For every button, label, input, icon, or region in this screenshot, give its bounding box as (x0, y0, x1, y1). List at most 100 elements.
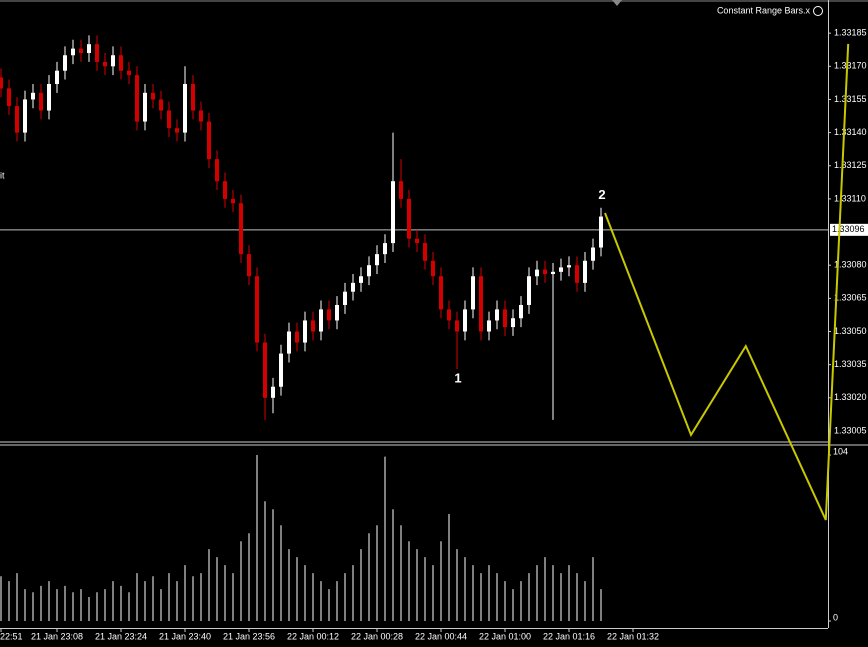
candle-body (15, 106, 19, 133)
candle-body (215, 159, 219, 182)
candle-body (223, 181, 227, 199)
candle-body (271, 386, 275, 398)
candle-body (319, 309, 323, 332)
x-tick-label: 22 Jan 00:44 (415, 631, 467, 641)
candle-body (535, 269, 539, 277)
x-tick-label: 21 Jan 23:08 (31, 631, 83, 641)
candle-body (519, 304, 523, 319)
candle-body (495, 309, 499, 321)
candle-body (415, 238, 419, 244)
candle-body (391, 181, 395, 244)
x-tick-label: 22 Jan 00:28 (351, 631, 403, 641)
candle-body (527, 276, 531, 305)
candle-body (199, 110, 203, 122)
candle-body (447, 309, 451, 321)
candle-body (599, 216, 603, 248)
candle-body (247, 254, 251, 277)
y-tick-label: 1.33035 (834, 359, 867, 369)
candle-body (591, 247, 595, 261)
candle-body (159, 99, 163, 111)
y-tick-label: 1.33140 (834, 127, 867, 137)
x-tick-label: 22 Jan 01:32 (607, 631, 659, 641)
candle-body (183, 83, 187, 133)
candle-body (63, 55, 67, 71)
candle-body (311, 320, 315, 332)
current-price-label: 1.33096 (832, 224, 865, 234)
wave-label: 2 (598, 187, 605, 202)
candle-body (287, 331, 291, 354)
candle-body (423, 243, 427, 261)
candle-body (327, 309, 331, 321)
candle-body (0, 77, 3, 89)
candle-body (47, 83, 51, 111)
candle-body (407, 198, 411, 239)
candle-body (31, 92, 35, 100)
candle-body (503, 309, 507, 328)
candle-body (551, 271, 555, 275)
candle-body (487, 320, 491, 332)
y-tick-label: 1.33125 (834, 160, 867, 170)
candle-body (119, 55, 123, 71)
y-tick-label: 1.33110 (834, 193, 866, 203)
candle-body (303, 320, 307, 343)
candle-body (167, 110, 171, 129)
candle-body (431, 260, 435, 277)
candle-body (207, 121, 211, 160)
candle-body (7, 88, 11, 107)
candle-body (39, 92, 43, 111)
wave-label: 1 (454, 371, 461, 386)
zigzag-line (604, 43, 850, 521)
x-tick-label: 21 Jan 23:56 (223, 631, 275, 641)
indicator-title: Constant Range Bars.x (717, 5, 811, 15)
candle-body (175, 128, 179, 133)
x-tick-label: 22:51 (0, 631, 23, 641)
side-text: it (0, 170, 5, 180)
x-tick-label: 22 Jan 00:12 (287, 631, 339, 641)
candle-body (343, 291, 347, 305)
candle-body (367, 265, 371, 277)
x-tick-label: 21 Jan 23:24 (95, 631, 147, 641)
candle-body (479, 276, 483, 332)
candle-body (71, 48, 75, 56)
x-tick-label: 22 Jan 01:00 (479, 631, 531, 641)
candle-body (87, 44, 91, 54)
x-tick-label: 21 Jan 23:40 (159, 631, 211, 641)
candle-body (127, 70, 131, 76)
candle-body (279, 353, 283, 387)
candle-body (359, 276, 363, 283)
shift-marker (612, 0, 622, 6)
candle-body (23, 99, 27, 133)
volume-tick-label: 0 (833, 612, 838, 622)
candle-body (351, 282, 355, 292)
candle-body (383, 243, 387, 255)
y-tick-label: 1.33020 (834, 392, 867, 402)
y-tick-label: 1.33170 (834, 61, 867, 71)
candle-body (543, 269, 547, 275)
y-tick-label: 1.33065 (834, 293, 867, 303)
volume-tick-label: 104 (833, 446, 848, 456)
candle-body (143, 92, 147, 122)
smiley-icon (813, 6, 823, 16)
candle-body (79, 48, 83, 54)
candle-body (239, 203, 243, 255)
candle-body (439, 276, 443, 310)
candle-body (231, 198, 235, 204)
candle-body (191, 83, 195, 111)
candle-body (95, 44, 99, 62)
candle-body (135, 75, 139, 122)
y-tick-label: 1.33005 (834, 425, 867, 435)
candle-body (375, 254, 379, 266)
candle-body (511, 318, 515, 328)
candle-body (455, 320, 459, 332)
candle-body (111, 55, 115, 67)
candle-body (151, 92, 155, 100)
x-tick-label: 22 Jan 01:16 (543, 631, 595, 641)
candle-body (335, 304, 339, 321)
candle-body (399, 181, 403, 199)
candle-body (559, 267, 563, 272)
candle-body (471, 276, 475, 310)
candle-body (583, 260, 587, 283)
